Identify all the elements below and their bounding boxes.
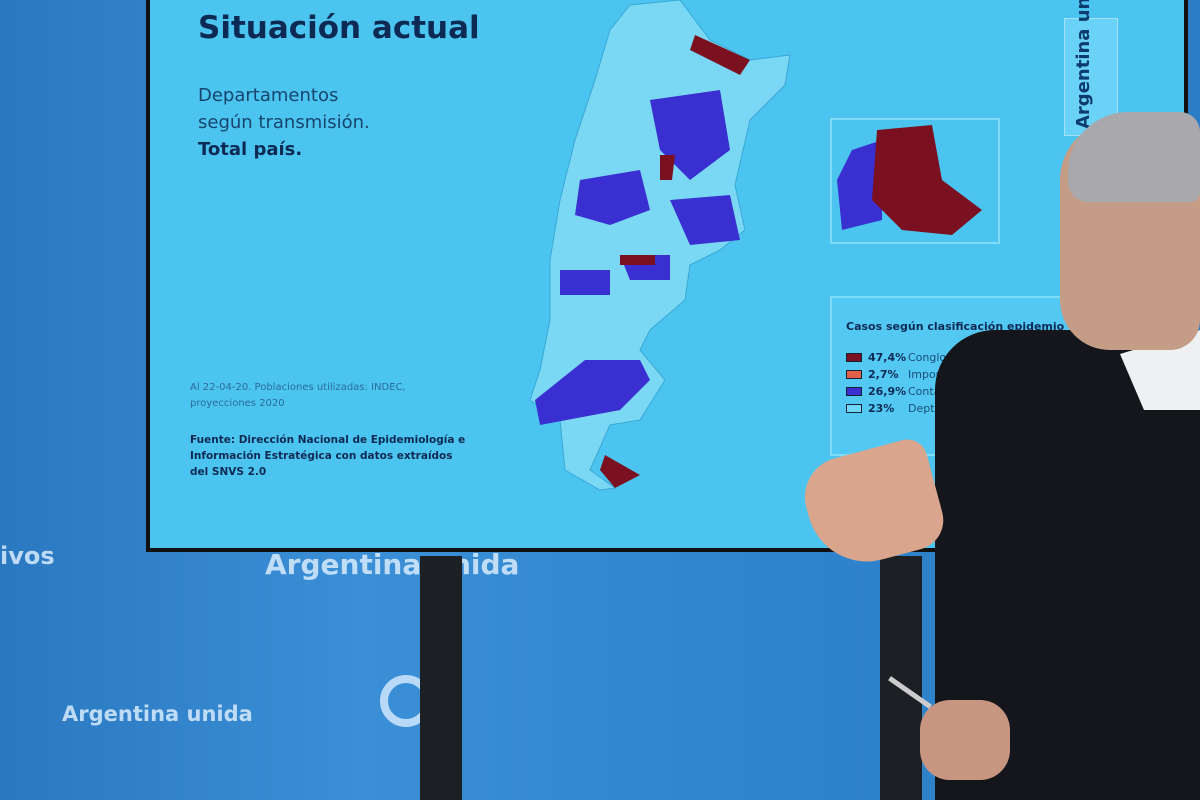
- slide-title: Situación actual: [198, 10, 480, 46]
- inset-map: [837, 125, 982, 235]
- region-purple: [670, 195, 740, 245]
- legend-pct: 23%: [868, 402, 895, 415]
- map-inset: [830, 118, 1000, 244]
- stand-post-left: [420, 556, 462, 800]
- slide-subtitle: Departamentos según transmisión. Total p…: [198, 82, 370, 163]
- legend-swatch: [846, 353, 862, 362]
- legend-pct: 26,9%: [868, 385, 907, 398]
- wall-text-center: Argentina unida: [265, 548, 520, 581]
- legend-swatch: [846, 404, 862, 413]
- stand-post-right: [880, 556, 922, 800]
- brand-text: Argentina unida: [1073, 0, 1094, 129]
- presenter-lower-hand: [920, 700, 1010, 780]
- region-purple: [575, 170, 650, 225]
- slide-source: Fuente: Dirección Nacional de Epidemiolo…: [190, 434, 466, 478]
- region-red: [620, 255, 655, 265]
- legend-title: Casos según clasificación epidemio: [846, 320, 1065, 333]
- slide-note: Al 22-04-20. Poblaciones utilizadas: IND…: [190, 382, 406, 409]
- legend-pct: 47,4%: [868, 351, 907, 364]
- presenter-hair: [1068, 112, 1200, 202]
- legend-swatch: [846, 370, 862, 379]
- region-red: [600, 455, 640, 488]
- wall-text-lower: Argentina unida: [62, 702, 253, 726]
- legend-pct: 2,7%: [868, 368, 899, 381]
- subtitle-line: según transmisión.: [198, 112, 370, 133]
- wall-text-left: ivos: [0, 542, 55, 570]
- region-purple: [535, 360, 650, 425]
- region-purple: [560, 270, 610, 295]
- region-red: [660, 155, 675, 180]
- subtitle-line: Departamentos: [198, 85, 339, 106]
- legend-swatch: [846, 387, 862, 396]
- region-red: [690, 35, 750, 75]
- argentina-map: [529, 0, 791, 491]
- subtitle-line: Total país.: [198, 139, 303, 160]
